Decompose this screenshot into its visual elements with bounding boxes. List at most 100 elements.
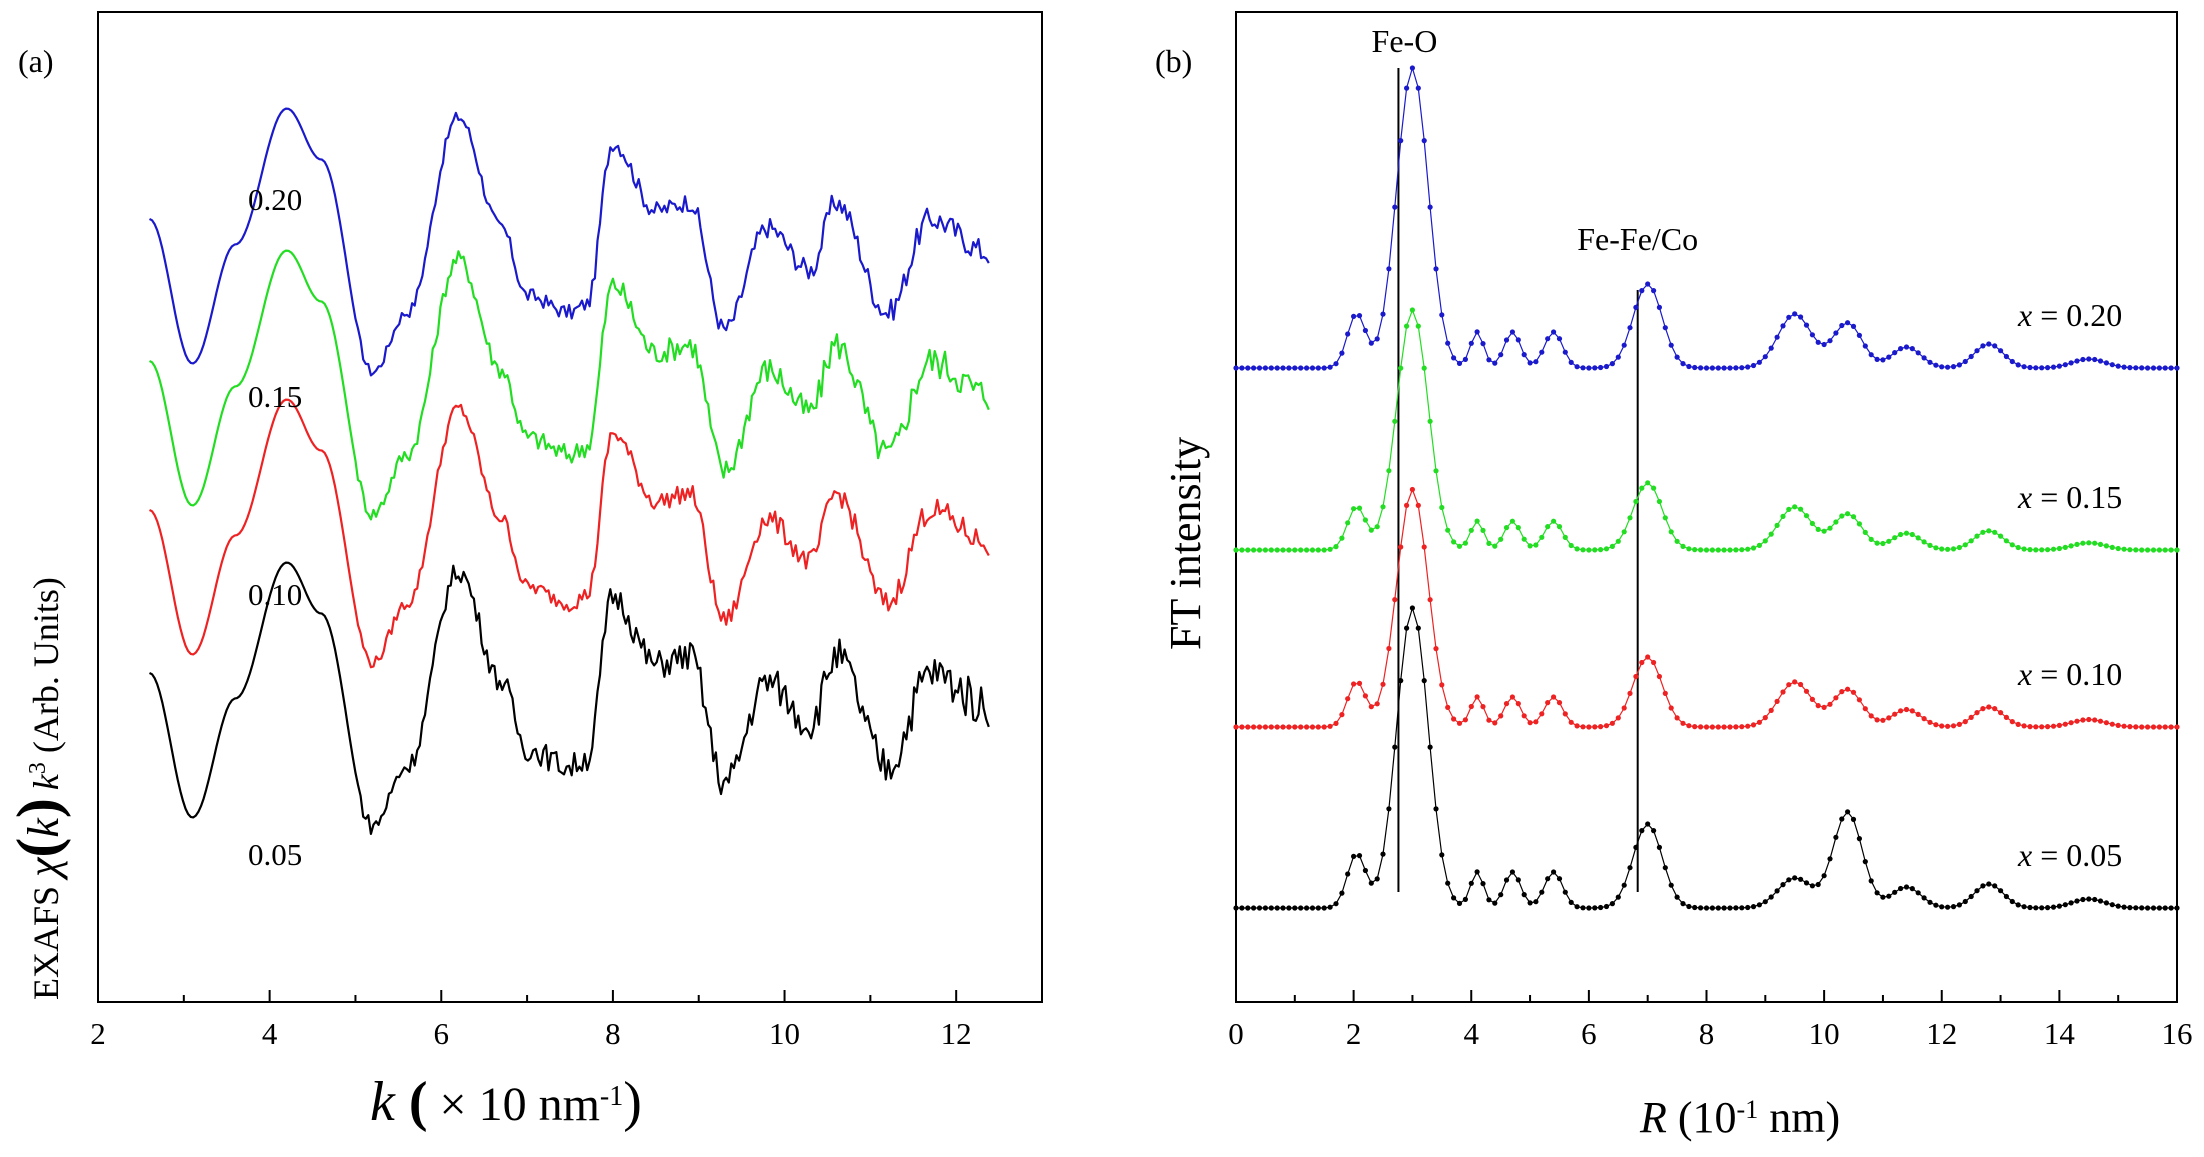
ft-point bbox=[1845, 320, 1851, 326]
ft-point bbox=[2092, 717, 2098, 723]
ft-point bbox=[1527, 900, 1533, 906]
ft-point bbox=[1998, 533, 2004, 539]
x-tick-label: 14 bbox=[2044, 1016, 2076, 1051]
ft-point bbox=[1521, 536, 1527, 542]
ft-point bbox=[1556, 876, 1563, 882]
ft-point bbox=[1921, 355, 1927, 361]
ft-point bbox=[1680, 720, 1686, 726]
x-tick-label: 8 bbox=[605, 1016, 621, 1051]
ft-point bbox=[1233, 905, 1239, 911]
ft-point bbox=[2156, 724, 2162, 730]
ft-point bbox=[1433, 468, 1439, 474]
ft-point bbox=[1286, 905, 1292, 911]
ft-point bbox=[1662, 690, 1668, 697]
ft-point bbox=[1345, 871, 1351, 877]
ft-point bbox=[2086, 356, 2092, 362]
ft-point bbox=[1903, 530, 1910, 536]
ft-point bbox=[1409, 307, 1415, 313]
ft-point bbox=[1368, 340, 1374, 346]
ft-point bbox=[1474, 518, 1480, 524]
ft-point bbox=[2062, 902, 2068, 908]
ft-point bbox=[1256, 905, 1263, 911]
ft-point bbox=[2168, 365, 2174, 371]
ft-point bbox=[1615, 894, 1621, 900]
ft-point bbox=[1621, 882, 1627, 888]
ft-point bbox=[1327, 546, 1333, 552]
ft-point bbox=[2009, 898, 2015, 905]
ft-point bbox=[2074, 718, 2080, 724]
ft-series-= 0.15 bbox=[1233, 307, 2180, 553]
ft-point bbox=[1321, 365, 1327, 371]
ft-point bbox=[2039, 365, 2045, 371]
ft-point bbox=[1574, 364, 1580, 370]
ft-point bbox=[1398, 678, 1404, 684]
ft-point bbox=[1727, 905, 1733, 911]
ft-point bbox=[1709, 365, 1715, 371]
ft-point bbox=[2068, 900, 2074, 906]
ft-point bbox=[1462, 717, 1468, 723]
ft-point bbox=[1651, 288, 1657, 294]
y-label-k3: k bbox=[26, 773, 66, 790]
ft-point bbox=[1845, 686, 1851, 692]
ft-point bbox=[2015, 362, 2021, 368]
ft-point bbox=[1556, 524, 1563, 530]
ft-point bbox=[1568, 899, 1574, 906]
ft-point bbox=[1545, 876, 1551, 882]
ft-point bbox=[2092, 896, 2098, 903]
ft-point bbox=[2033, 724, 2039, 730]
ft-point bbox=[1627, 690, 1633, 697]
ft-point bbox=[1521, 352, 1527, 358]
ft-point bbox=[2127, 547, 2133, 553]
ft-point bbox=[2074, 541, 2080, 548]
ft-point bbox=[2027, 364, 2033, 371]
ft-point bbox=[1803, 513, 1810, 519]
ft-point bbox=[1345, 331, 1351, 337]
ft-point bbox=[2103, 543, 2109, 549]
ft-point bbox=[1545, 336, 1551, 342]
ft-point bbox=[1356, 505, 1363, 511]
x-tick-label: 4 bbox=[262, 1016, 278, 1051]
ft-point bbox=[1239, 365, 1245, 371]
ft-point bbox=[1274, 547, 1280, 553]
ft-point bbox=[1298, 365, 1304, 371]
x-tick-label: 4 bbox=[1464, 1016, 1480, 1051]
ft-point bbox=[1268, 365, 1274, 371]
ft-point bbox=[1456, 720, 1463, 726]
ft-point bbox=[2021, 546, 2027, 552]
ft-point bbox=[1262, 365, 1268, 371]
ft-point bbox=[1656, 673, 1662, 680]
ft-point bbox=[1821, 528, 1827, 534]
ft-point bbox=[1280, 905, 1286, 911]
ft-point bbox=[1839, 322, 1845, 329]
series-label: x = 0.20 bbox=[2017, 297, 2122, 333]
ft-point bbox=[1774, 698, 1780, 705]
ft-point bbox=[2080, 540, 2086, 546]
ft-point bbox=[1551, 329, 1557, 335]
ft-point bbox=[1439, 504, 1445, 511]
ft-point bbox=[1603, 903, 1610, 910]
ft-point bbox=[1768, 531, 1774, 537]
ft-point bbox=[1698, 365, 1704, 371]
ft-point bbox=[1298, 905, 1304, 911]
ft-point bbox=[2145, 547, 2151, 553]
ft-point bbox=[1880, 717, 1886, 723]
panel-b-annotations: Fe-O Fe-Fe/Co bbox=[1372, 23, 1699, 257]
ft-point bbox=[1415, 85, 1421, 91]
ft-point bbox=[2027, 724, 2033, 730]
series-label: 0.15 bbox=[248, 379, 302, 414]
panel-b-reference-lines bbox=[1397, 68, 1639, 892]
ft-point bbox=[1986, 528, 1992, 534]
ft-point bbox=[1527, 543, 1533, 549]
ft-point bbox=[1292, 547, 1298, 553]
ft-point bbox=[2139, 547, 2145, 553]
ft-point bbox=[1421, 678, 1427, 684]
ft-point bbox=[1315, 365, 1321, 371]
ft-point bbox=[1974, 348, 1980, 354]
ft-point bbox=[1568, 719, 1574, 725]
ft-point bbox=[1874, 890, 1880, 896]
ft-point bbox=[1480, 527, 1486, 534]
ft-point bbox=[2156, 905, 2162, 911]
ft-point bbox=[1392, 204, 1398, 210]
ft-point bbox=[1774, 888, 1780, 894]
ft-point bbox=[1562, 889, 1568, 895]
